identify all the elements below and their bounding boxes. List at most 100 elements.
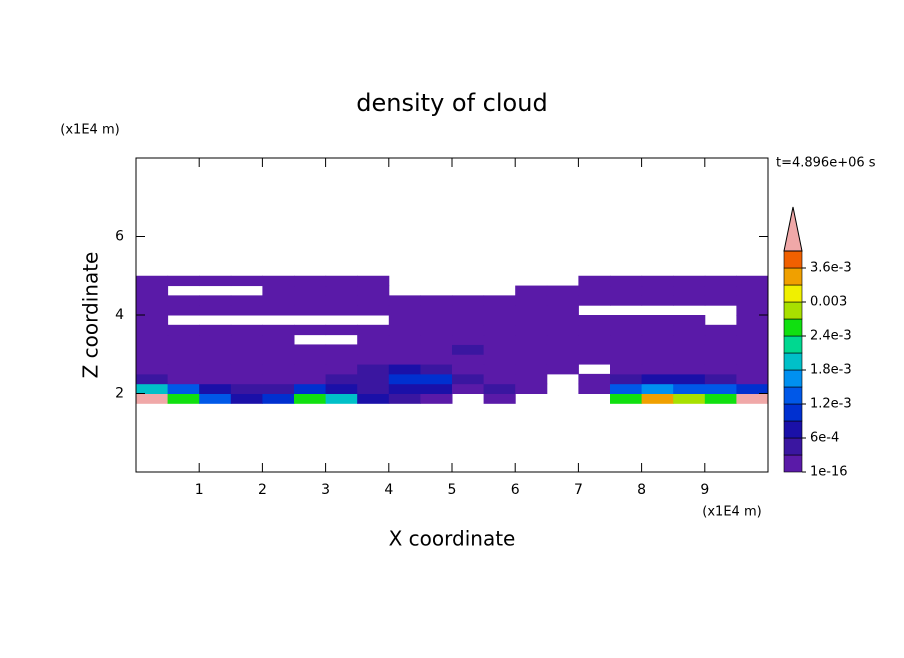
contour-cell [610,285,643,296]
contour-cell [357,295,390,306]
contour-cell [262,354,295,365]
contour-cell [230,334,263,345]
contour-cell [641,295,674,306]
contour-cell [641,383,674,394]
contour-cell [452,364,485,375]
contour-cell [294,305,327,316]
contour-cell [704,285,737,296]
contour-cell [294,383,327,394]
contour-cell [515,334,548,345]
contour-cell [515,295,548,306]
contour-cell [736,315,769,326]
contour-cell [641,315,674,326]
contour-cell [420,344,453,355]
contour-cell [420,324,453,336]
contour-cell [515,383,548,394]
contour-cell [452,295,485,306]
contour-cell [452,324,485,336]
contour-cell [357,364,390,375]
contour-cell [704,275,737,287]
contour-cell [199,364,232,375]
contour-cell [483,334,516,345]
contour-cell [420,295,453,306]
contour-cell [199,383,232,394]
colorbar-tick-label: 1e-16 [810,465,848,480]
contour-cell [704,334,737,345]
contour-cell [641,373,674,385]
contour-cell [483,393,516,404]
contour-cell [610,315,643,326]
contour-cell [357,275,390,287]
contour-cell [357,383,390,394]
colorbar-tick-label: 1.8e-3 [810,363,852,378]
colorbar-box [783,420,803,439]
contour-cell [546,295,579,306]
y-tick-label: 6 [115,229,124,245]
x-tick-label: 9 [700,482,709,498]
contour-cell [546,354,579,365]
contour-cell [578,324,611,336]
contour-cell [262,305,295,316]
contour-cell [136,305,169,316]
colorbar-box [783,352,803,371]
contour-cell [230,275,263,287]
contour-cell [388,354,421,365]
contour-cell [388,305,421,316]
contour-cell [515,305,548,316]
contour-cell [230,344,263,355]
contour-cell [578,383,611,394]
contour-cell [673,295,706,306]
contour-cell [199,344,232,355]
contour-cell [136,275,169,287]
contour-cell [136,285,169,296]
contour-cell [641,275,674,287]
chart-title: density of cloud [356,89,547,117]
contour-cell [388,373,421,385]
contour-cell [199,393,232,404]
contour-cell [641,344,674,355]
colorbar-box [783,386,803,405]
colorbar-box [783,454,803,473]
contour-cell [230,305,263,316]
contour-cell [452,305,485,316]
colorbar-box [783,318,803,337]
contour-cell [357,285,390,296]
contour-cell [704,364,737,375]
y-tick-label: 2 [115,386,124,402]
contour-cell [199,354,232,365]
contour-cell [515,364,548,375]
contour-cell [736,324,769,336]
contour-cell [736,295,769,306]
contour-cell [452,383,485,394]
contour-cell [483,295,516,306]
contour-cell [167,344,200,355]
contour-cell [483,383,516,394]
contour-cell [136,334,169,345]
x-axis-label: X coordinate [389,527,516,551]
colorbar-tick-label: 0.003 [810,295,847,310]
contour-cell [515,354,548,365]
contour-cell [357,305,390,316]
contour-cell [325,393,358,404]
contour-cell [262,373,295,385]
contour-cell [736,285,769,296]
contour-cell [230,393,263,404]
contour-cell [673,383,706,394]
contour-cell [736,334,769,345]
contour-cell [673,364,706,375]
contour-cell [610,383,643,394]
y-unit: (x1E4 m) [60,123,119,138]
contour-cell [167,364,200,375]
contour-cell [578,334,611,345]
contour-cell [420,305,453,316]
x-tick-label: 8 [637,482,646,498]
contour-cell [294,373,327,385]
contour-cell [736,344,769,355]
contour-cell [610,324,643,336]
contour-cell [136,354,169,365]
contour-cell [136,383,169,394]
contour-cell [578,285,611,296]
contour-cell [546,334,579,345]
